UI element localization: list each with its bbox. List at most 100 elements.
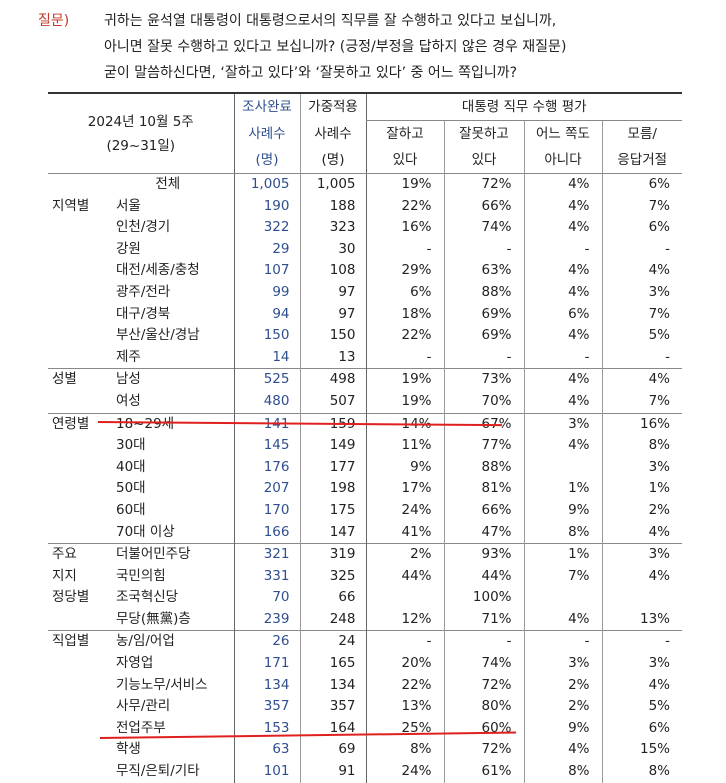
- col-survey-h1: 조사완료: [233, 92, 300, 121]
- col-neither-h1: 어느 쪽도: [523, 120, 602, 147]
- row-group: [48, 675, 102, 697]
- col-dk-h1: 모름/: [601, 120, 682, 147]
- table-row: 인천/경기 322 323 16% 74% 4% 6%: [48, 217, 682, 239]
- weighted-count: 165: [299, 653, 366, 675]
- sample-count: 26: [233, 630, 300, 654]
- weighted-count: 498: [299, 368, 366, 391]
- row-category: 강원: [116, 240, 141, 257]
- weighted-count: 91: [299, 761, 366, 783]
- table-row: 60대 170 175 24% 66% 9% 2%: [48, 499, 682, 522]
- sample-count: 322: [233, 217, 300, 239]
- row-group: [48, 761, 102, 783]
- pct-approve: -: [365, 238, 444, 261]
- weighted-count: 325: [299, 565, 366, 588]
- sample-count: 1,005: [233, 172, 300, 196]
- sample-count: 171: [233, 653, 300, 675]
- row-group: [48, 260, 102, 282]
- row-category: 사무/관리: [116, 698, 171, 715]
- weighted-count: 248: [299, 608, 366, 631]
- row-group: 정당별: [52, 589, 90, 606]
- pct-approve: 6%: [365, 281, 444, 304]
- pct-neither: [523, 456, 602, 479]
- table-row: 자영업 171 165 20% 74% 3% 3%: [48, 653, 682, 675]
- sample-count: 150: [233, 325, 300, 347]
- row-category: 부산/울산/경남: [116, 327, 200, 344]
- period-header: 2024년 10월 5주 (29~31일): [48, 92, 234, 174]
- pct-neither: [523, 587, 602, 609]
- row-category: 여성: [116, 392, 141, 409]
- pct-disapprove: 72%: [443, 739, 524, 762]
- row-category: 무당(無黨)층: [116, 610, 191, 627]
- pct-approve: 29%: [365, 260, 444, 282]
- weighted-count: 97: [299, 303, 366, 326]
- sample-count: 357: [233, 696, 300, 718]
- row-category: 전체: [102, 172, 234, 196]
- pct-disapprove: 61%: [443, 761, 524, 783]
- pct-dont-know: [601, 587, 682, 609]
- table-row: 사무/관리 357 357 13% 80% 2% 5%: [48, 696, 682, 718]
- pct-disapprove: -: [443, 238, 524, 261]
- row-group: [48, 282, 102, 304]
- pct-dont-know: 6%: [601, 717, 682, 740]
- table-row: 지역별 서울 190 188 22% 66% 4% 7%: [48, 195, 682, 218]
- weighted-count: 147: [299, 521, 366, 544]
- pct-neither: 4%: [523, 217, 602, 239]
- pct-neither: 4%: [523, 260, 602, 282]
- weighted-count: 108: [299, 260, 366, 282]
- row-group: [48, 718, 102, 740]
- row-group: [48, 457, 102, 479]
- pct-approve: 22%: [365, 325, 444, 347]
- table-row: 광주/전라 99 97 6% 88% 4% 3%: [48, 281, 682, 304]
- pct-neither: 8%: [523, 521, 602, 544]
- table-row: 제주 14 13- - - -: [48, 346, 682, 369]
- row-category: 30대: [116, 437, 146, 454]
- row-category: 남성: [102, 368, 234, 391]
- sample-count: 99: [233, 281, 300, 304]
- weighted-count: 13: [299, 346, 366, 369]
- row-category: 50대: [116, 480, 146, 497]
- pct-approve: 25%: [365, 717, 444, 740]
- col-neither-h2: 아니다: [523, 147, 602, 174]
- weighted-count: 30: [299, 238, 366, 261]
- pct-dont-know: 4%: [601, 565, 682, 588]
- row-group: [48, 609, 102, 631]
- weighted-count: 319: [299, 543, 366, 566]
- pct-disapprove: 80%: [443, 696, 524, 718]
- pct-approve: 13%: [365, 696, 444, 718]
- sample-count: 525: [233, 368, 300, 391]
- pct-dont-know: 6%: [601, 217, 682, 239]
- pct-dont-know: 16%: [601, 412, 682, 436]
- pct-disapprove: 63%: [443, 260, 524, 282]
- row-group: 주요: [48, 543, 102, 566]
- col-dk-h2: 응답거절: [601, 147, 682, 174]
- pct-disapprove: 69%: [443, 303, 524, 326]
- pct-neither: 4%: [523, 608, 602, 631]
- pct-neither: -: [523, 630, 602, 654]
- pct-dont-know: 8%: [601, 761, 682, 783]
- pct-neither: 9%: [523, 717, 602, 740]
- pct-approve: 19%: [365, 172, 444, 196]
- pct-dont-know: 4%: [601, 368, 682, 391]
- row-category: 제주: [116, 348, 141, 365]
- pct-dont-know: 1%: [601, 478, 682, 500]
- weighted-count: 1,005: [299, 172, 366, 196]
- pct-dont-know: 8%: [601, 435, 682, 457]
- row-category: 40대: [116, 458, 146, 475]
- row-category: 60대: [116, 501, 146, 518]
- table-row: 30대 145 149 11% 77% 4% 8%: [48, 435, 682, 457]
- row-category: 국민의힘: [116, 567, 166, 584]
- pct-neither: 4%: [523, 739, 602, 762]
- row-category: 농/임/어업: [102, 630, 234, 654]
- col-disapprove-h2: 있다: [443, 147, 524, 174]
- weighted-count: 134: [299, 674, 366, 697]
- pct-neither: 4%: [523, 325, 602, 347]
- pct-neither: 4%: [523, 195, 602, 218]
- pct-neither: 3%: [523, 653, 602, 675]
- row-category: 자영업: [116, 655, 154, 672]
- row-category: 학생: [116, 741, 141, 758]
- pct-dont-know: 5%: [601, 325, 682, 347]
- pct-neither: 4%: [523, 172, 602, 196]
- table-row: 성별 남성 525 498 19% 73% 4% 4%: [48, 368, 682, 391]
- pct-neither: -: [523, 238, 602, 261]
- pct-approve: 24%: [365, 761, 444, 783]
